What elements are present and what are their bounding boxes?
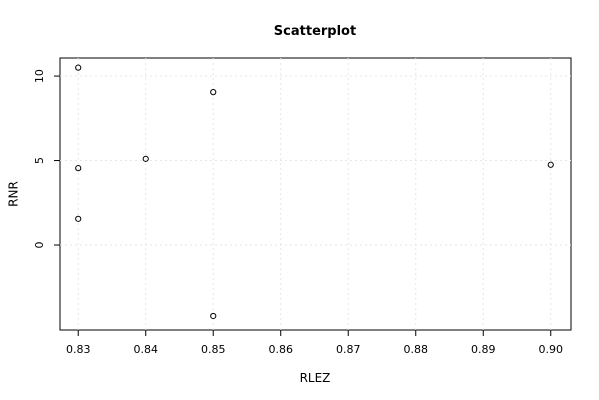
x-tick-label: 0.85 bbox=[201, 343, 226, 356]
point bbox=[210, 312, 217, 320]
plot-frame bbox=[59, 57, 572, 331]
x-tick-label: 0.89 bbox=[471, 343, 496, 356]
y-tick-label: 10 bbox=[33, 69, 46, 83]
point bbox=[75, 165, 82, 172]
y-tick-label: 0 bbox=[33, 242, 46, 249]
point bbox=[210, 89, 217, 96]
point bbox=[142, 155, 149, 162]
x-tick-label: 0.90 bbox=[538, 343, 563, 356]
x-tick-label: 0.88 bbox=[403, 343, 428, 356]
x-tick-label: 0.86 bbox=[268, 343, 293, 356]
y-axis-label: RNR bbox=[7, 181, 21, 207]
y-tick-label: 5 bbox=[33, 157, 46, 164]
x-tick-label: 0.87 bbox=[336, 343, 361, 356]
point bbox=[75, 64, 82, 71]
point bbox=[75, 215, 82, 222]
x-tick-label: 0.83 bbox=[66, 343, 91, 356]
x-tick-label: 0.84 bbox=[133, 343, 158, 356]
x-axis-label: RLEZ bbox=[300, 371, 331, 385]
point bbox=[547, 161, 554, 168]
chart-title: Scatterplot bbox=[274, 24, 356, 39]
